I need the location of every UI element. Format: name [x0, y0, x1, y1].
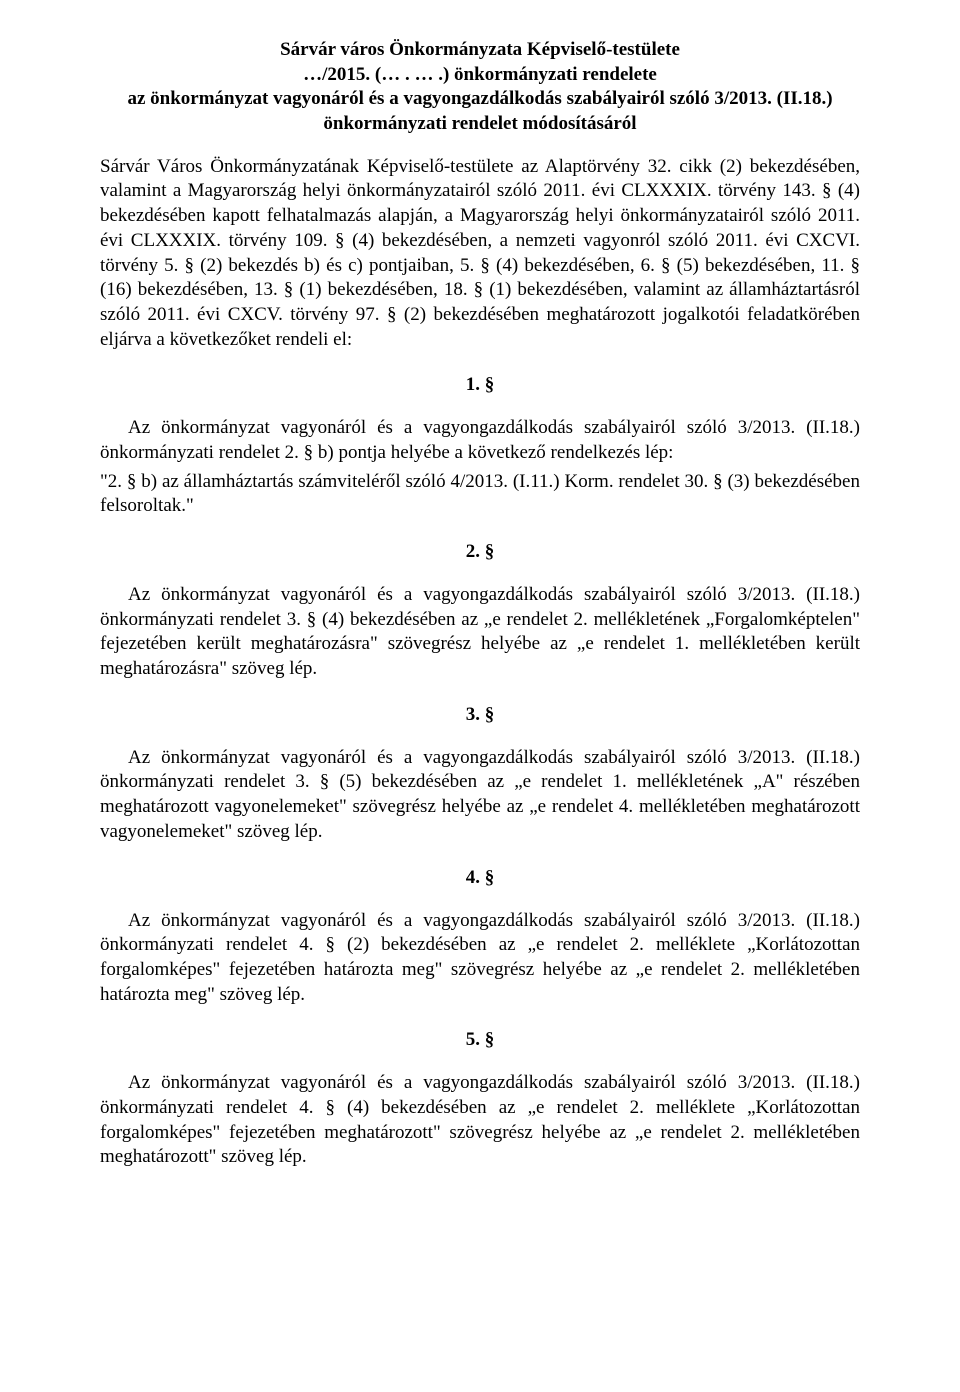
section-number-2: 2. §: [100, 541, 860, 563]
title-line-4: önkormányzati rendelet módosításáról: [100, 112, 860, 137]
title-line-3: az önkormányzat vagyonáról és a vagyonga…: [100, 87, 860, 112]
section-body-4: Az önkormányzat vagyonáról és a vagyonga…: [100, 909, 860, 1008]
section-body-5: Az önkormányzat vagyonáról és a vagyonga…: [100, 1071, 860, 1170]
section-body-2: Az önkormányzat vagyonáról és a vagyonga…: [100, 583, 860, 682]
section-number-1: 1. §: [100, 374, 860, 396]
section-number-3: 3. §: [100, 704, 860, 726]
title-block: Sárvár város Önkormányzata Képviselő-tes…: [100, 38, 860, 137]
title-line-2: …/2015. (… . … .) önkormányzati rendelet…: [100, 63, 860, 88]
section-body-3: Az önkormányzat vagyonáról és a vagyonga…: [100, 746, 860, 845]
preamble: Sárvár Város Önkormányzatának Képviselő-…: [100, 155, 860, 353]
section-body-1: Az önkormányzat vagyonáról és a vagyonga…: [100, 416, 860, 465]
section-number-5: 5. §: [100, 1029, 860, 1051]
section-number-4: 4. §: [100, 867, 860, 889]
section-quote-1: "2. § b) az államháztartás számviteléről…: [100, 470, 860, 519]
title-line-1: Sárvár város Önkormányzata Képviselő-tes…: [100, 38, 860, 63]
